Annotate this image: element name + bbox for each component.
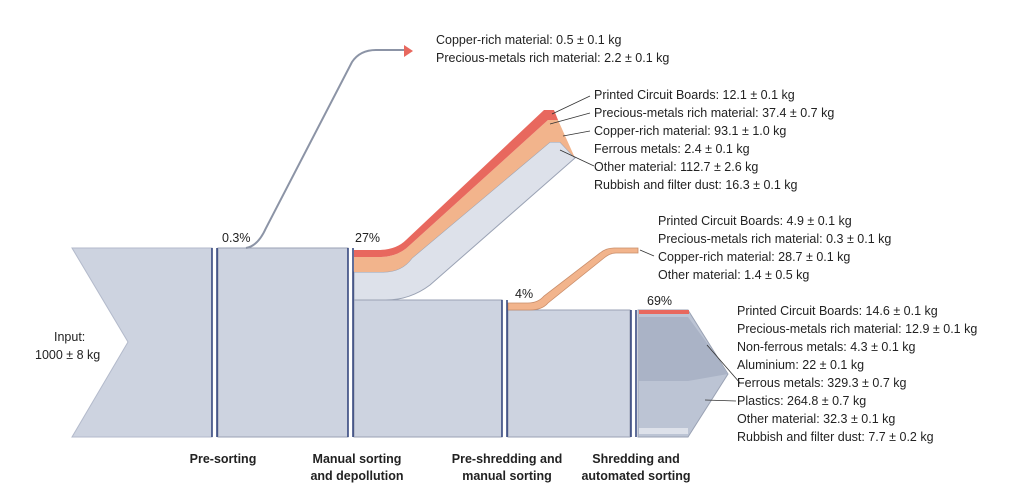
shredding-red-band	[639, 310, 689, 314]
shredding-dark-tip	[688, 317, 728, 381]
output-shredding-6: Other material: 32.3 ± 0.1 kg	[737, 412, 895, 426]
output-shredding-3: Aluminium: 22 ± 0.1 kg	[737, 358, 864, 372]
pct-manual-sorting: 27%	[355, 231, 380, 245]
stage-label-shredding-1: Shredding and	[592, 452, 680, 466]
output-pre-sorting-1: Precious-metals rich material: 2.2 ± 0.1…	[436, 51, 669, 65]
stage-label-manual-sorting-1: Manual sorting	[313, 452, 402, 466]
pre-shredding-block	[507, 309, 631, 438]
pre-sorting-block	[217, 247, 349, 438]
stage-label-pre-shredding-2: manual sorting	[462, 469, 552, 483]
output-shredding-7: Rubbish and filter dust: 7.7 ± 0.2 kg	[737, 430, 934, 444]
pct-shredding: 69%	[647, 294, 672, 308]
leader-lines	[549, 95, 741, 402]
stage-label-pre-shredding-1: Pre-shredding and	[452, 452, 562, 466]
pre-sorting-output-flow	[245, 49, 406, 249]
divider-pre-sorting	[211, 248, 218, 437]
output-pre-shredding-3: Other material: 1.4 ± 0.5 kg	[658, 268, 809, 282]
divider-manual-sorting	[347, 248, 354, 437]
manual-output-silver	[353, 141, 576, 301]
pct-pre-sorting: 0.3%	[222, 231, 251, 245]
output-pre-sorting-0: Copper-rich material: 0.5 ± 0.1 kg	[436, 33, 621, 47]
output-pre-shredding-0: Printed Circuit Boards: 4.9 ± 0.1 kg	[658, 214, 852, 228]
stage-label-manual-sorting-2: and depollution	[310, 469, 403, 483]
output-shredding-1: Precious-metals rich material: 12.9 ± 0.…	[737, 322, 977, 336]
input-value: 1000 ± 8 kg	[35, 348, 100, 362]
output-manual-3: Ferrous metals: 2.4 ± 0.1 kg	[594, 142, 750, 156]
stage-label-shredding-2: automated sorting	[581, 469, 690, 483]
output-manual-5: Rubbish and filter dust: 16.3 ± 0.1 kg	[594, 178, 798, 192]
manual-output-orange	[354, 120, 575, 272]
output-manual-1: Precious-metals rich material: 37.4 ± 0.…	[594, 106, 834, 120]
output-shredding-2: Non-ferrous metals: 4.3 ± 0.1 kg	[737, 340, 916, 354]
output-manual-4: Other material: 112.7 ± 2.6 kg	[594, 160, 758, 174]
manual-output-red	[354, 110, 558, 257]
output-manual-2: Copper-rich material: 93.1 ± 1.0 kg	[594, 124, 786, 138]
divider-pre-shredding	[501, 300, 508, 437]
manual-sorting-block	[353, 299, 503, 438]
output-manual-0: Printed Circuit Boards: 12.1 ± 0.1 kg	[594, 88, 795, 102]
output-shredding-0: Printed Circuit Boards: 14.6 ± 0.1 kg	[737, 304, 938, 318]
pre-shredding-output-flow	[507, 247, 639, 311]
pre-sorting-output-arrow	[404, 45, 413, 57]
output-shredding-5: Plastics: 264.8 ± 0.7 kg	[737, 394, 866, 408]
divider-shredding	[630, 310, 637, 437]
input-flow	[71, 247, 213, 438]
pct-pre-shredding: 4%	[515, 287, 533, 301]
shredding-dark-band	[639, 317, 688, 381]
stage-label-pre-sorting: Pre-sorting	[190, 452, 257, 466]
input-label: Input:	[54, 330, 85, 344]
output-shredding-4: Ferrous metals: 329.3 ± 0.7 kg	[737, 376, 906, 390]
shredding-bottom-band	[639, 428, 688, 434]
output-pre-shredding-1: Precious-metals rich material: 0.3 ± 0.1…	[658, 232, 891, 246]
output-pre-shredding-2: Copper-rich material: 28.7 ± 0.1 kg	[658, 250, 850, 264]
